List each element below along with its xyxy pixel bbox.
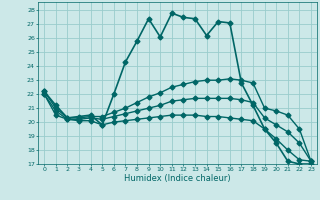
X-axis label: Humidex (Indice chaleur): Humidex (Indice chaleur) [124, 174, 231, 183]
